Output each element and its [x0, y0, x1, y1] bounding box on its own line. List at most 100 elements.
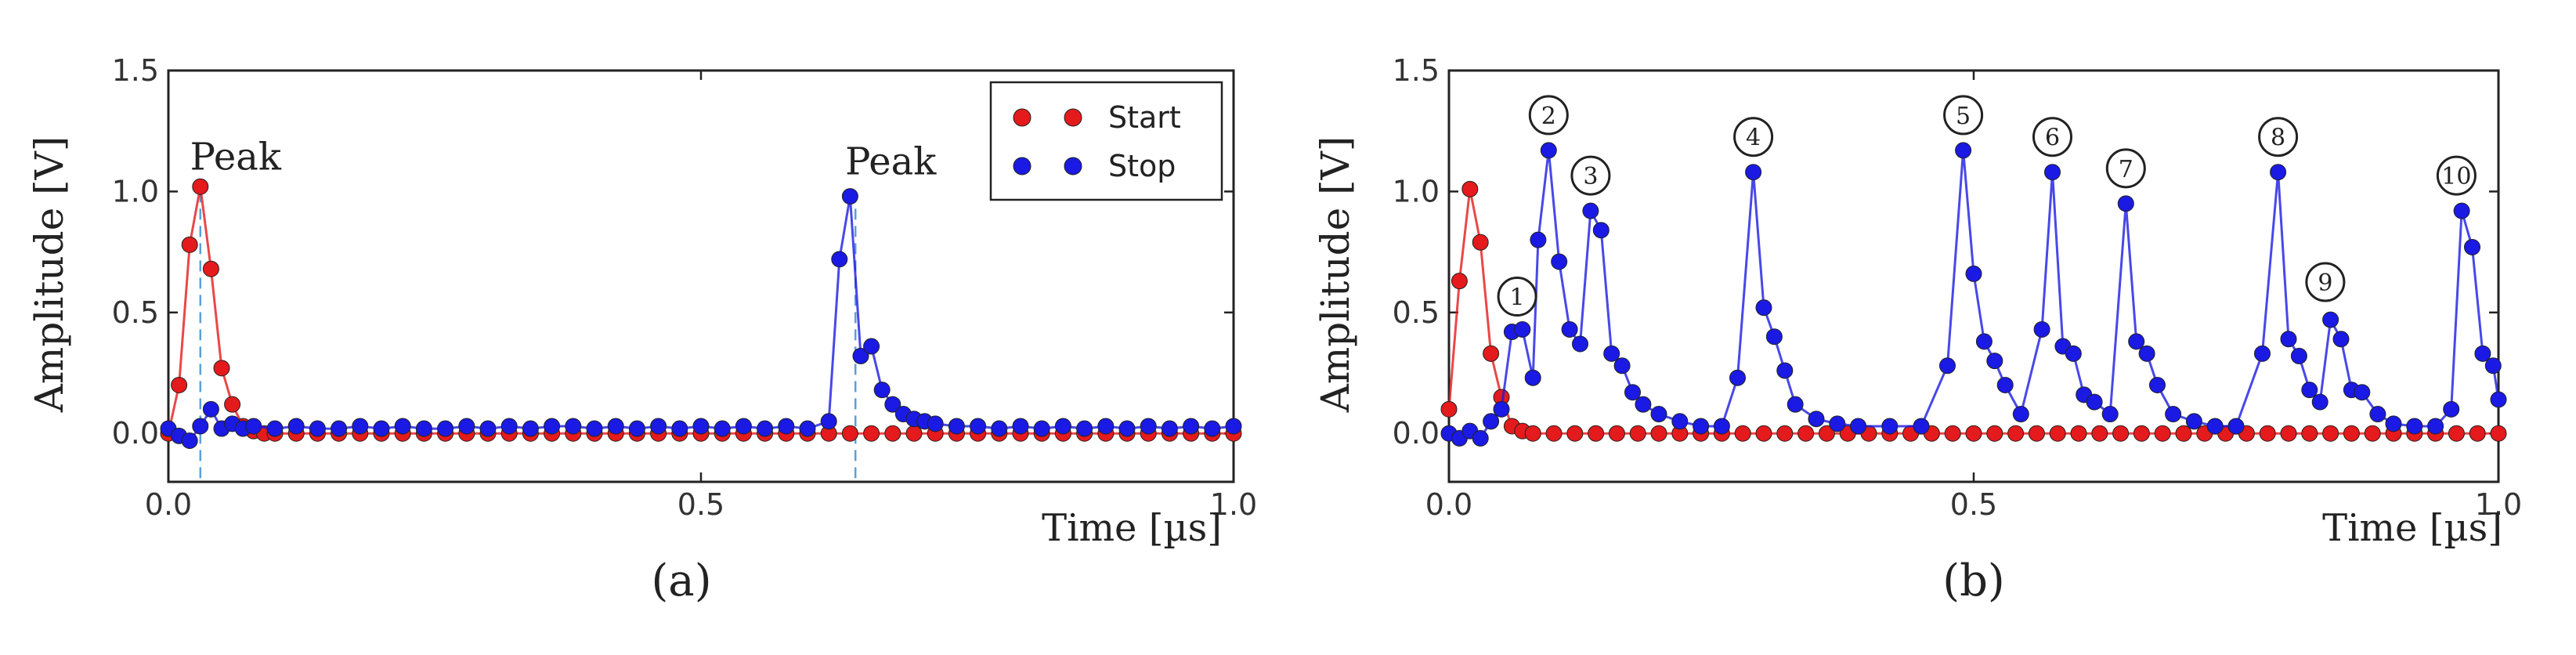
data-point-stop	[500, 418, 518, 435]
data-point-start	[1588, 425, 1605, 442]
y-axis-label: Amplitude [V]	[27, 136, 72, 413]
data-point-start	[2322, 425, 2339, 442]
data-point-start	[2070, 425, 2087, 442]
data-point-stop	[1729, 369, 1746, 386]
data-point-start	[1472, 233, 1489, 251]
peak-annotation: Peak	[845, 140, 937, 184]
data-point-stop	[948, 418, 965, 435]
data-point-stop	[1204, 420, 1221, 437]
x-axis-label: Time [µs]	[2322, 506, 2502, 550]
data-point-stop	[1955, 142, 1972, 159]
y-tick-label: 0.5	[112, 295, 159, 330]
data-point-stop	[1850, 418, 1867, 435]
legend-marker	[1064, 108, 1082, 127]
data-point-stop	[2206, 418, 2224, 435]
data-point-start	[1755, 425, 1772, 442]
data-point-stop	[1787, 396, 1804, 413]
data-point-stop	[565, 418, 582, 435]
data-point-stop	[266, 420, 284, 437]
data-point-stop	[757, 420, 774, 437]
annotation-number: 1	[1510, 284, 1525, 312]
legend-marker	[1064, 157, 1082, 176]
legend-marker	[1013, 157, 1031, 176]
data-point-stop	[820, 413, 837, 430]
data-point-stop	[2484, 357, 2502, 375]
x-tick-label: 1.0	[1210, 487, 1257, 522]
data-point-stop	[1033, 420, 1050, 437]
data-point-stop	[2012, 406, 2029, 423]
data-point-start	[1629, 425, 1646, 442]
pulse-number-annotation: 9	[2305, 262, 2346, 302]
series-stop	[1440, 142, 2507, 447]
data-point-stop	[1650, 406, 1667, 423]
legend-marker	[1013, 108, 1031, 127]
data-point-start	[1650, 425, 1667, 442]
data-point-stop	[1551, 253, 1568, 270]
data-point-stop	[2385, 415, 2402, 432]
data-point-stop	[2474, 345, 2491, 362]
data-point-stop	[2227, 418, 2245, 435]
y-tick-label: 1.0	[112, 174, 159, 208]
annotation-circle	[1943, 95, 1984, 136]
data-point-start	[2007, 425, 2025, 442]
data-point-start	[1440, 400, 1458, 418]
data-point-stop	[1524, 369, 1541, 386]
peak-annotation: Peak	[190, 135, 282, 179]
data-point-start	[202, 260, 219, 277]
data-point-stop	[1693, 418, 1710, 435]
data-point-start	[1797, 425, 1815, 442]
data-point-stop	[735, 418, 752, 435]
data-point-start	[2301, 425, 2318, 442]
data-point-start	[2175, 425, 2192, 442]
data-point-start	[1451, 273, 1468, 290]
annotation-circle	[2105, 148, 2146, 189]
data-point-stop	[1582, 202, 1599, 219]
data-point-stop	[522, 420, 539, 437]
data-point-start	[2154, 425, 2171, 442]
data-point-start	[905, 425, 923, 442]
data-point-stop	[1603, 345, 1620, 362]
data-point-stop	[1183, 418, 1200, 435]
data-point-stop	[1012, 418, 1029, 435]
data-point-start	[1524, 425, 1541, 442]
pulse-number-annotation: 3	[1570, 155, 1611, 196]
annotation-number: 4	[1746, 125, 1761, 152]
data-point-stop	[1635, 396, 1652, 413]
data-point-start	[2364, 425, 2381, 442]
data-point-start	[2112, 425, 2130, 442]
data-point-stop	[1624, 384, 1641, 401]
data-point-stop	[970, 418, 987, 435]
annotation-circle	[1733, 117, 1774, 157]
y-tick-label: 1.5	[1393, 53, 1440, 88]
data-point-start	[2091, 425, 2108, 442]
annotation-circle	[1497, 277, 1537, 317]
data-point-stop	[2406, 418, 2423, 435]
annotation-number: 5	[1956, 103, 1971, 130]
data-point-stop	[2427, 418, 2444, 435]
data-point-stop	[2101, 406, 2119, 423]
annotation-number: 3	[1583, 163, 1598, 190]
data-point-stop	[1161, 420, 1178, 437]
data-point-stop	[192, 418, 209, 435]
data-point-stop	[831, 251, 848, 268]
data-point-stop	[1097, 418, 1115, 435]
data-point-start	[1545, 425, 1563, 442]
data-point-stop	[2044, 164, 2061, 181]
data-point-stop	[714, 420, 731, 437]
data-point-stop	[437, 420, 454, 437]
data-point-stop	[2033, 320, 2050, 338]
data-point-stop	[778, 418, 795, 435]
x-tick-label: 0.5	[677, 487, 724, 522]
data-point-stop	[2443, 400, 2460, 418]
data-point-start	[2343, 425, 2360, 442]
data-point-stop	[2311, 393, 2329, 411]
data-point-stop	[2290, 347, 2307, 364]
annotation-circle	[1528, 95, 1569, 136]
data-point-stop	[2270, 164, 2287, 181]
data-point-stop	[1755, 299, 1772, 317]
data-point-stop	[373, 420, 390, 437]
annotation-number: 7	[2119, 156, 2133, 183]
data-point-stop	[2490, 391, 2507, 408]
x-tick-label: 0.0	[1425, 487, 1472, 522]
x-axis-label: Time [µs]	[1042, 506, 1222, 550]
